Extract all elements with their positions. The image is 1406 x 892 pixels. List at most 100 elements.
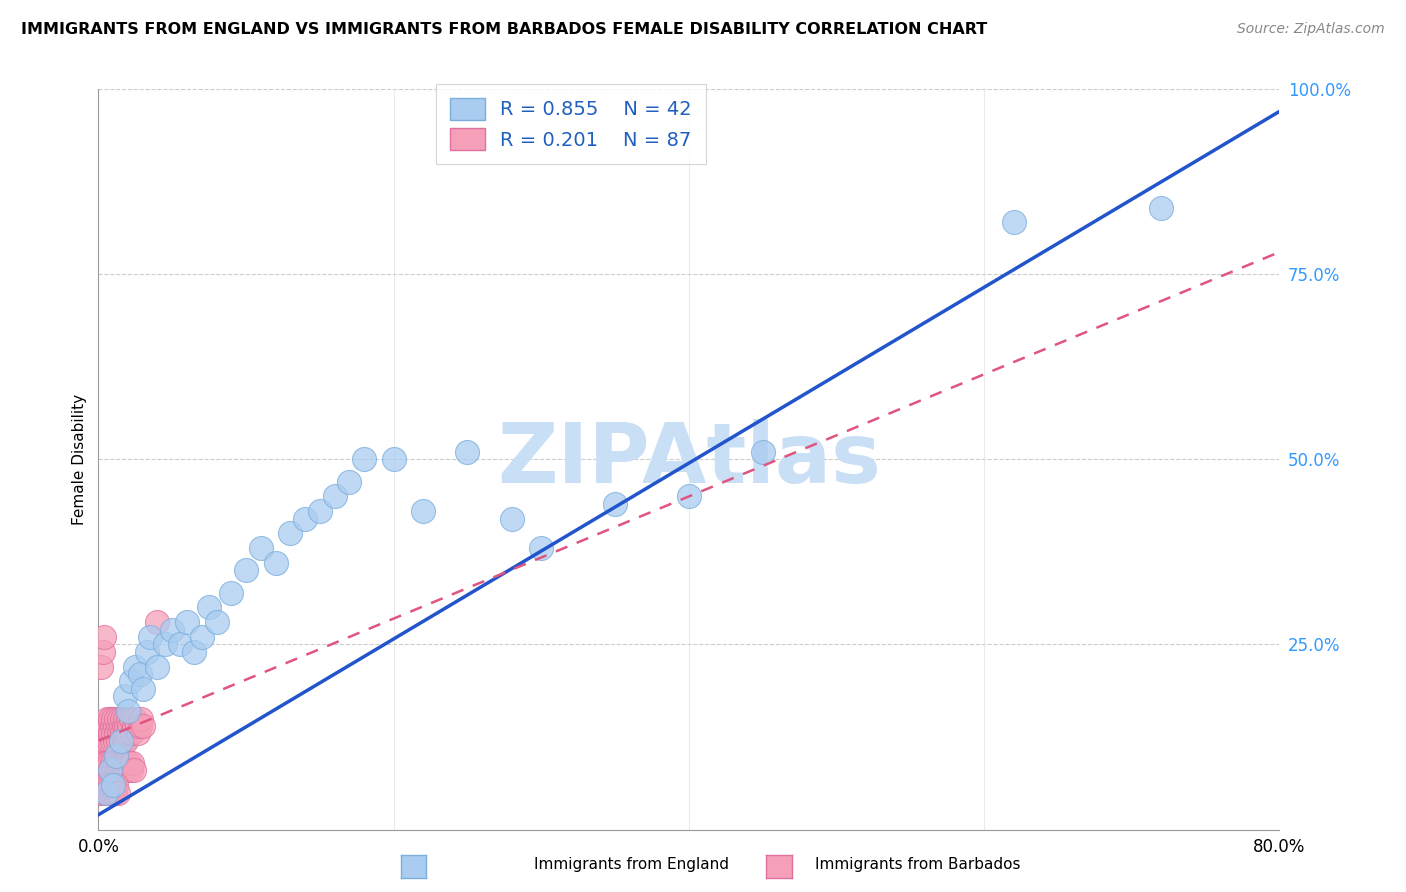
Point xyxy=(136,645,159,659)
Point xyxy=(107,733,129,747)
Text: Source: ZipAtlas.com: Source: ZipAtlas.com xyxy=(1237,22,1385,37)
Point xyxy=(110,719,132,733)
Point xyxy=(93,630,115,644)
Point xyxy=(98,764,121,778)
Point xyxy=(118,719,141,733)
Point xyxy=(412,504,434,518)
Point xyxy=(103,764,125,778)
Point xyxy=(97,719,120,733)
Point xyxy=(115,756,138,770)
Point xyxy=(104,786,127,800)
Point xyxy=(280,526,302,541)
Text: IMMIGRANTS FROM ENGLAND VS IMMIGRANTS FROM BARBADOS FEMALE DISABILITY CORRELATIO: IMMIGRANTS FROM ENGLAND VS IMMIGRANTS FR… xyxy=(21,22,987,37)
Point xyxy=(104,756,127,770)
Point xyxy=(205,615,228,630)
Point xyxy=(97,786,120,800)
Point xyxy=(129,712,152,726)
Point xyxy=(91,756,114,770)
Point xyxy=(94,756,117,770)
Point xyxy=(127,726,149,740)
Point xyxy=(114,764,136,778)
Point xyxy=(112,756,135,770)
Y-axis label: Female Disability: Female Disability xyxy=(72,393,87,525)
Text: ZIPAtlas: ZIPAtlas xyxy=(496,419,882,500)
Point xyxy=(91,645,114,659)
Point xyxy=(90,733,112,747)
Point xyxy=(103,778,125,792)
Point xyxy=(198,600,221,615)
Point xyxy=(146,615,169,630)
Point xyxy=(96,726,118,740)
Point xyxy=(121,726,143,740)
Point xyxy=(120,764,142,778)
Point xyxy=(90,778,112,792)
Point xyxy=(100,719,122,733)
Point xyxy=(122,764,145,778)
Point xyxy=(114,726,136,740)
Point xyxy=(353,452,375,467)
Point xyxy=(323,489,346,503)
Point xyxy=(120,712,142,726)
Point xyxy=(235,564,257,578)
Point xyxy=(176,615,198,630)
Point xyxy=(114,690,136,704)
Point xyxy=(115,733,138,747)
Point xyxy=(125,719,148,733)
Point xyxy=(128,667,150,681)
Point xyxy=(98,726,121,740)
Point xyxy=(107,786,129,800)
Point xyxy=(89,786,111,800)
Point xyxy=(90,659,112,673)
Point xyxy=(122,719,145,733)
Point xyxy=(114,712,136,726)
Point xyxy=(97,733,120,747)
Point xyxy=(191,630,214,644)
Point xyxy=(264,556,287,570)
Point xyxy=(103,778,125,792)
Point xyxy=(90,764,112,778)
Point xyxy=(146,659,169,673)
Text: Immigrants from Barbados: Immigrants from Barbados xyxy=(815,857,1021,872)
Point xyxy=(94,733,117,747)
Point xyxy=(112,719,135,733)
Point xyxy=(121,756,143,770)
Point xyxy=(98,778,121,792)
Point xyxy=(98,764,121,778)
Point xyxy=(103,712,125,726)
Point xyxy=(117,704,139,718)
Point xyxy=(1150,201,1173,215)
Point xyxy=(93,726,115,740)
Point xyxy=(221,585,243,599)
Point xyxy=(108,726,131,740)
Point xyxy=(96,778,118,792)
Point xyxy=(250,541,273,556)
Point xyxy=(115,719,138,733)
Point xyxy=(117,764,139,778)
Point xyxy=(93,741,115,756)
Point xyxy=(120,674,142,689)
Point xyxy=(91,786,114,800)
Point xyxy=(105,712,128,726)
Point xyxy=(100,756,122,770)
Point xyxy=(139,630,162,644)
Point xyxy=(103,726,125,740)
Point xyxy=(105,778,128,792)
Point xyxy=(111,764,134,778)
Point xyxy=(100,733,122,747)
Point xyxy=(678,489,700,503)
Point xyxy=(309,504,332,518)
Point xyxy=(162,623,183,637)
Point xyxy=(117,712,139,726)
Point xyxy=(118,756,141,770)
Point xyxy=(752,445,775,459)
Point xyxy=(98,712,121,726)
Point xyxy=(457,445,479,459)
Point xyxy=(107,719,129,733)
Point xyxy=(1002,215,1025,229)
Point xyxy=(94,786,117,800)
Point xyxy=(169,637,191,651)
Point xyxy=(104,733,127,747)
Point xyxy=(93,778,115,792)
Point xyxy=(382,452,405,467)
Point xyxy=(501,511,523,525)
